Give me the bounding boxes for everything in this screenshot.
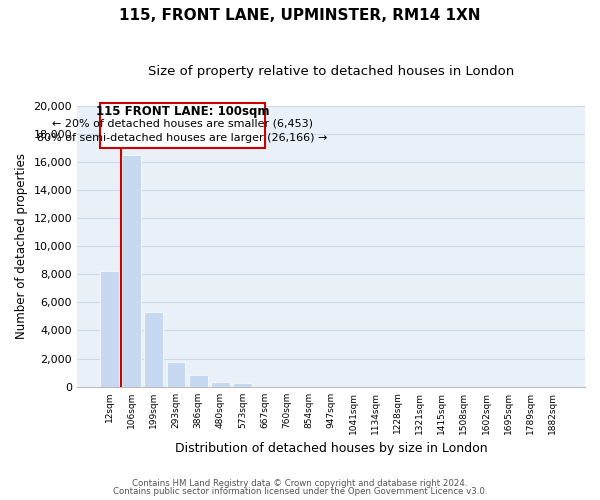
Text: 80% of semi-detached houses are larger (26,166) →: 80% of semi-detached houses are larger (… bbox=[37, 133, 328, 143]
Bar bbox=[100, 272, 119, 386]
X-axis label: Distribution of detached houses by size in London: Distribution of detached houses by size … bbox=[175, 442, 487, 455]
Bar bbox=[167, 362, 185, 386]
Bar bbox=[122, 155, 141, 386]
Bar bbox=[189, 376, 208, 386]
Y-axis label: Number of detached properties: Number of detached properties bbox=[15, 153, 28, 339]
Title: Size of property relative to detached houses in London: Size of property relative to detached ho… bbox=[148, 65, 514, 78]
Bar bbox=[233, 383, 252, 386]
Text: ← 20% of detached houses are smaller (6,453): ← 20% of detached houses are smaller (6,… bbox=[52, 119, 313, 129]
Text: Contains HM Land Registry data © Crown copyright and database right 2024.: Contains HM Land Registry data © Crown c… bbox=[132, 478, 468, 488]
Text: Contains public sector information licensed under the Open Government Licence v3: Contains public sector information licen… bbox=[113, 487, 487, 496]
Bar bbox=[211, 382, 230, 386]
Text: 115, FRONT LANE, UPMINSTER, RM14 1XN: 115, FRONT LANE, UPMINSTER, RM14 1XN bbox=[119, 8, 481, 22]
FancyBboxPatch shape bbox=[100, 102, 265, 148]
Text: 115 FRONT LANE: 100sqm: 115 FRONT LANE: 100sqm bbox=[95, 104, 269, 118]
Bar bbox=[145, 312, 163, 386]
